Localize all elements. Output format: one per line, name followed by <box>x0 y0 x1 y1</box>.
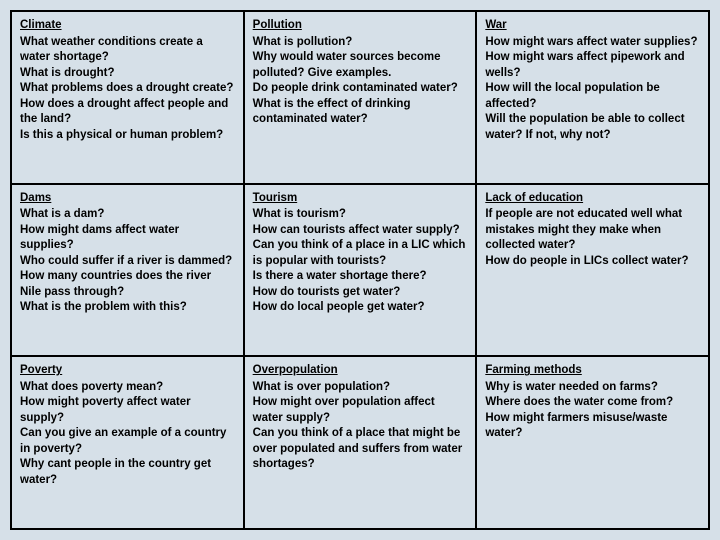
question: What is pollution? <box>253 35 468 51</box>
cell-dams: Dams What is a dam? How might dams affec… <box>11 184 244 357</box>
question: What is the effect of drinking contamina… <box>253 97 468 128</box>
cell-climate: Climate What weather conditions create a… <box>11 11 244 184</box>
question: What weather conditions create a water s… <box>20 35 235 66</box>
question: Who could suffer if a river is dammed? <box>20 254 235 270</box>
question: Do people drink contaminated water? <box>253 81 468 97</box>
heading-pollution: Pollution <box>253 18 468 34</box>
question: How might farmers misuse/waste water? <box>485 411 700 442</box>
question: Why would water sources become polluted?… <box>253 50 468 81</box>
heading-dams: Dams <box>20 191 235 207</box>
question: How might wars affect water supplies? <box>485 35 700 51</box>
question: Is there a water shortage there? <box>253 269 468 285</box>
question: What does poverty mean? <box>20 380 235 396</box>
cell-tourism: Tourism What is tourism? How can tourist… <box>244 184 477 357</box>
question: Why is water needed on farms? <box>485 380 700 396</box>
cell-poverty: Poverty What does poverty mean? How migh… <box>11 356 244 529</box>
question: How do local people get water? <box>253 300 468 316</box>
question: What is the problem with this? <box>20 300 235 316</box>
question: Can you think of a place in a LIC which … <box>253 238 468 269</box>
question: What is over population? <box>253 380 468 396</box>
cell-war: War How might wars affect water supplies… <box>476 11 709 184</box>
question: How might poverty affect water supply? <box>20 395 235 426</box>
heading-poverty: Poverty <box>20 363 235 379</box>
question: Why cant people in the country get water… <box>20 457 235 488</box>
question: If people are not educated well what mis… <box>485 207 700 254</box>
heading-overpopulation: Overpopulation <box>253 363 468 379</box>
heading-climate: Climate <box>20 18 235 34</box>
question: How do tourists get water? <box>253 285 468 301</box>
question: Where does the water come from? <box>485 395 700 411</box>
question: How will the local population be affecte… <box>485 81 700 112</box>
heading-war: War <box>485 18 700 34</box>
cell-pollution: Pollution What is pollution? Why would w… <box>244 11 477 184</box>
question: What problems does a drought create? <box>20 81 235 97</box>
heading-farming: Farming methods <box>485 363 700 379</box>
question: Can you give an example of a country in … <box>20 426 235 457</box>
question: How does a drought affect people and the… <box>20 97 235 128</box>
question: How might wars affect pipework and wells… <box>485 50 700 81</box>
question: Is this a physical or human problem? <box>20 128 235 144</box>
question: Will the population be able to collect w… <box>485 112 700 143</box>
cell-overpopulation: Overpopulation What is over population? … <box>244 356 477 529</box>
question: What is drought? <box>20 66 235 82</box>
question: Can you think of a place that might be o… <box>253 426 468 473</box>
question: How do people in LICs collect water? <box>485 254 700 270</box>
heading-education: Lack of education <box>485 191 700 207</box>
cell-farming: Farming methods Why is water needed on f… <box>476 356 709 529</box>
question: How many countries does the river Nile p… <box>20 269 235 300</box>
question: What is tourism? <box>253 207 468 223</box>
question: How might over population affect water s… <box>253 395 468 426</box>
question: How might dams affect water supplies? <box>20 223 235 254</box>
question: How can tourists affect water supply? <box>253 223 468 239</box>
heading-tourism: Tourism <box>253 191 468 207</box>
cell-education: Lack of education If people are not educ… <box>476 184 709 357</box>
question: What is a dam? <box>20 207 235 223</box>
topic-grid: Climate What weather conditions create a… <box>10 10 710 530</box>
